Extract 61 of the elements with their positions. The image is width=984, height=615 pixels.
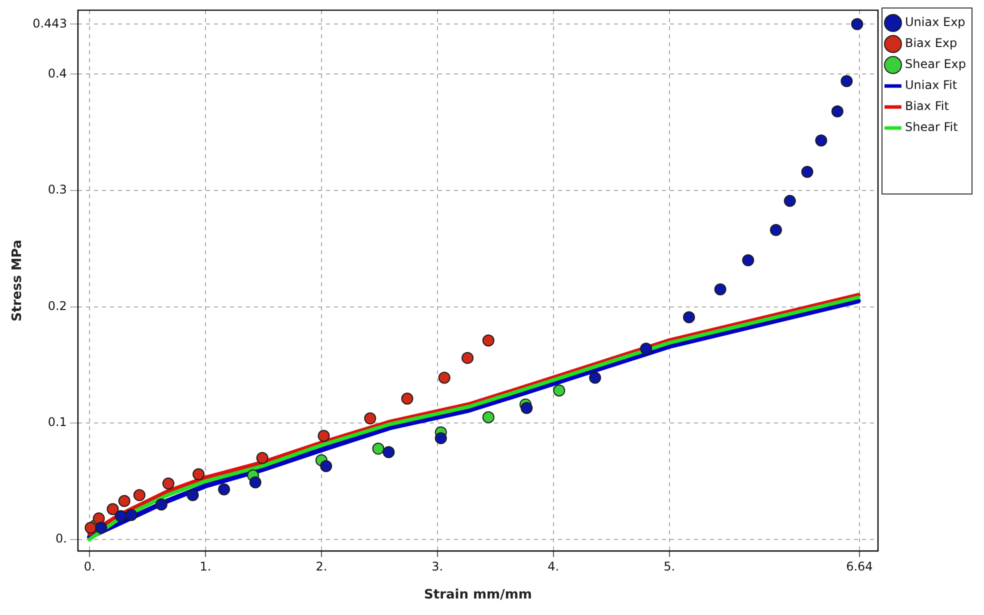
point — [434, 432, 447, 444]
y-tick-label: 0.443 — [32, 16, 67, 30]
point — [125, 508, 138, 521]
point — [682, 311, 695, 324]
point — [256, 452, 268, 464]
y-axis-title: Stress MPa — [10, 240, 26, 322]
point — [770, 224, 782, 236]
point — [155, 498, 168, 510]
point — [640, 342, 652, 355]
legend-label: Shear Exp — [904, 57, 966, 72]
legend-label: Uniax Fit — [904, 78, 958, 92]
point — [482, 334, 494, 346]
x-tick-label: 2. — [316, 559, 328, 574]
point — [192, 468, 205, 480]
legend-label: Uniax Exp — [904, 15, 966, 30]
point — [520, 402, 533, 414]
point — [249, 476, 262, 488]
point — [784, 194, 796, 207]
point — [801, 166, 814, 178]
point — [106, 503, 119, 516]
point — [320, 460, 332, 472]
x-tick-label: 0. — [84, 559, 96, 574]
point — [714, 283, 726, 296]
x-tick-label: 1. — [200, 559, 212, 574]
point — [162, 478, 174, 490]
y-tick-label: 0.3 — [48, 182, 67, 197]
y-tick-label: 0.4 — [48, 66, 67, 80]
point — [84, 522, 97, 534]
point — [364, 412, 376, 424]
point — [851, 18, 864, 30]
x-tick-label: 5. — [664, 559, 676, 574]
point — [815, 134, 828, 146]
point — [133, 489, 146, 502]
point — [438, 372, 450, 384]
x-tick-label: 4. — [548, 559, 560, 574]
y-tick-label: 0. — [56, 531, 67, 546]
point — [742, 254, 754, 266]
y-tick-label: 0.1 — [48, 415, 67, 430]
point — [186, 489, 199, 502]
legend-label: Biax Fit — [904, 99, 950, 114]
point — [401, 392, 414, 405]
y-tick-label: 0.2 — [48, 298, 67, 313]
point — [118, 494, 130, 507]
point — [318, 430, 330, 442]
x-tick-label: 3. — [432, 559, 444, 574]
point — [589, 372, 602, 384]
x-axis-title: Strain mm/mm — [424, 588, 532, 603]
point — [553, 384, 566, 397]
point — [482, 411, 494, 424]
point — [462, 352, 474, 364]
point — [218, 483, 230, 496]
x-tick-label: 6.64 — [846, 559, 873, 574]
point — [831, 105, 844, 118]
legend-label: Shear Fit — [904, 120, 958, 134]
point — [95, 522, 108, 534]
point — [382, 446, 395, 458]
point — [92, 512, 105, 524]
point — [840, 75, 853, 88]
point — [114, 510, 127, 522]
point — [372, 442, 384, 455]
legend-label: Biax Exp — [904, 36, 958, 50]
